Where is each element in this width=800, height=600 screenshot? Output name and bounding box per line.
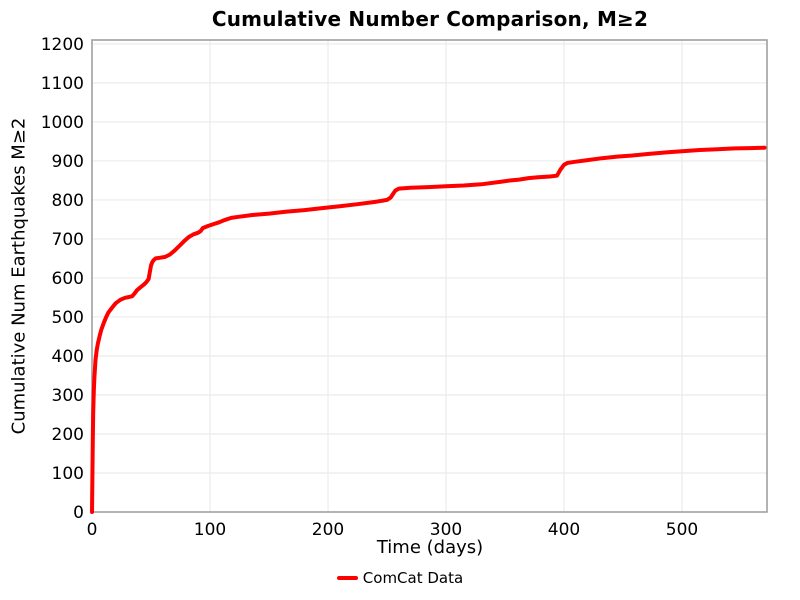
y-tick-label-400: 400 <box>52 347 84 367</box>
x-tick-label-100: 100 <box>194 520 226 540</box>
legend-label: ComCat Data <box>362 569 464 587</box>
series-line-comcat-data <box>90 145 767 514</box>
legend: ComCat Data <box>0 567 800 589</box>
y-tick-label-1000: 1000 <box>41 113 84 133</box>
legend-line-marker <box>336 576 358 580</box>
plot-frame <box>91 39 768 513</box>
y-tick-label-100: 100 <box>52 464 84 484</box>
x-axis-label: Time (days) <box>376 537 484 558</box>
x-tick-label-300: 300 <box>430 520 462 540</box>
x-tick-label-500: 500 <box>666 520 698 540</box>
y-tick-label-1100: 1100 <box>41 74 84 94</box>
x-tick-label-0: 0 <box>87 520 98 540</box>
y-tick-label-600: 600 <box>52 269 84 289</box>
x-tick-label-400: 400 <box>548 520 580 540</box>
y-tick-label-500: 500 <box>52 308 84 328</box>
y-tick-label-300: 300 <box>52 386 84 406</box>
x-tick-label-200: 200 <box>312 520 344 540</box>
y-tick-label-700: 700 <box>52 230 84 250</box>
chart-title: Cumulative Number Comparison, M≥2 <box>211 7 649 31</box>
y-tick-label-0: 0 <box>73 503 84 523</box>
y-tick-label-200: 200 <box>52 425 84 445</box>
y-tick-label-900: 900 <box>52 152 84 172</box>
y-tick-label-800: 800 <box>52 191 84 211</box>
y-tick-label-1200: 1200 <box>41 35 84 55</box>
